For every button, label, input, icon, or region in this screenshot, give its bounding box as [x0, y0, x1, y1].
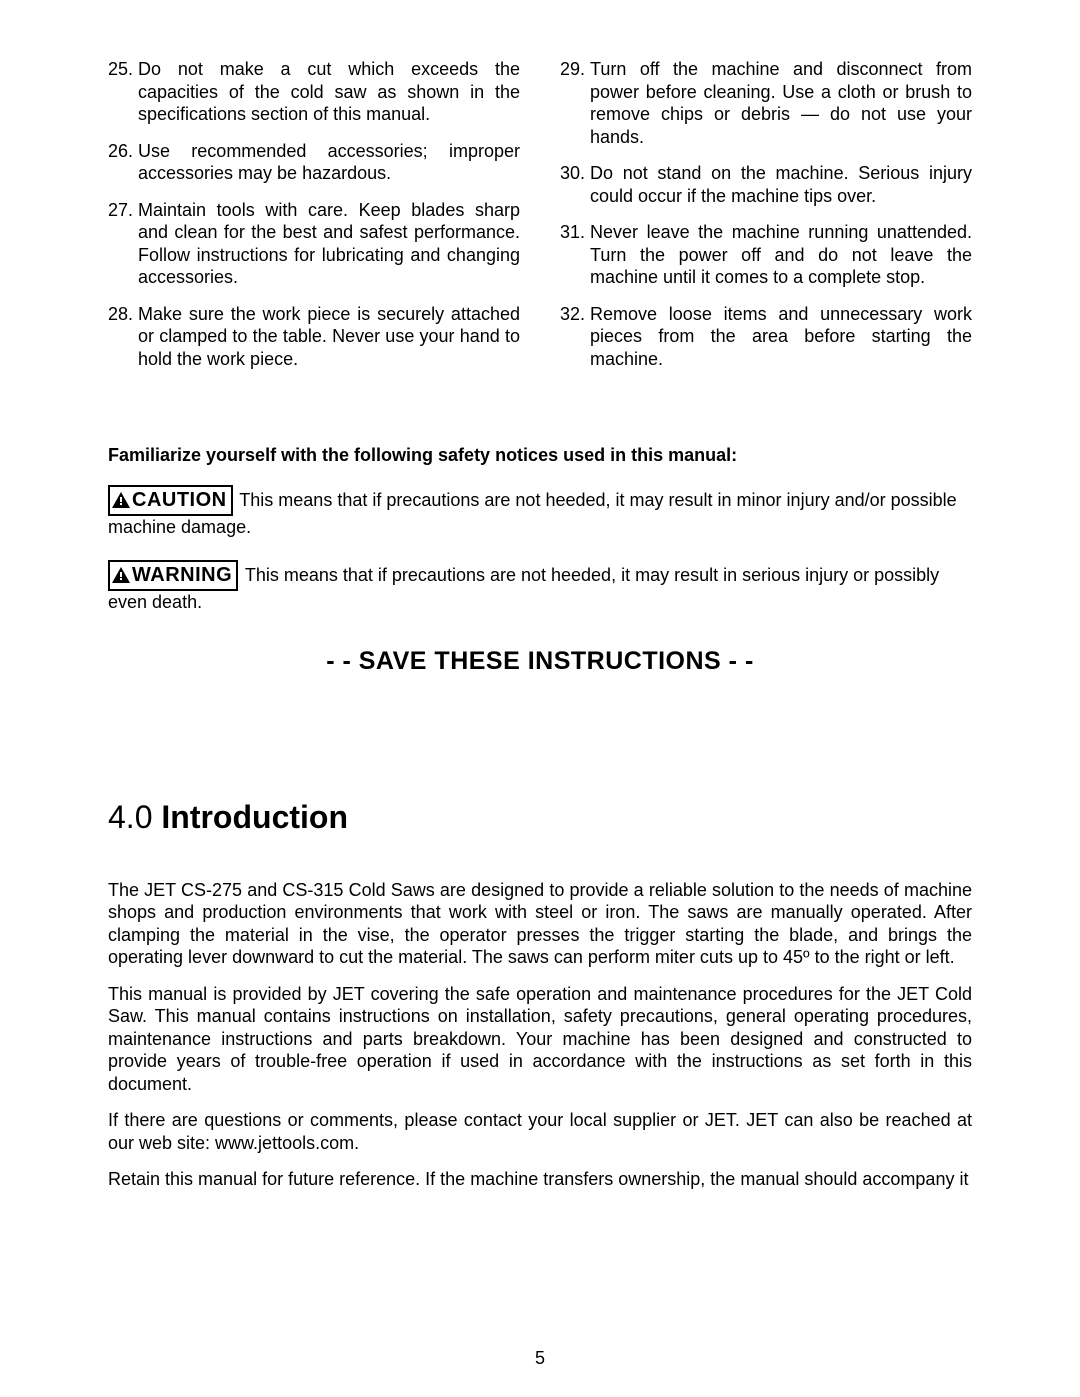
- list-item-number: 26.: [108, 140, 138, 185]
- caution-notice: CAUTION This means that if precautions a…: [108, 485, 972, 539]
- list-item-number: 28.: [108, 303, 138, 371]
- numbered-list-columns: 25.Do not make a cut which exceeds the c…: [108, 58, 972, 384]
- list-item-number: 31.: [560, 221, 590, 289]
- paragraph: This manual is provided by JET covering …: [108, 983, 972, 1096]
- list-item-text: Use recommended accessories; improper ac…: [138, 140, 520, 185]
- save-instructions-heading: - - SAVE THESE INSTRUCTIONS - -: [108, 646, 972, 677]
- list-item-number: 25.: [108, 58, 138, 126]
- intro-body: The JET CS-275 and CS-315 Cold Saws are …: [108, 879, 972, 1191]
- left-column: 25.Do not make a cut which exceeds the c…: [108, 58, 520, 384]
- warning-triangle-icon: [112, 492, 130, 508]
- paragraph: Retain this manual for future reference.…: [108, 1168, 972, 1191]
- list-item-number: 30.: [560, 162, 590, 207]
- caution-label: CAUTION: [108, 485, 233, 516]
- list-item: 27.Maintain tools with care. Keep blades…: [108, 199, 520, 289]
- list-item-text: Never leave the machine running unattend…: [590, 221, 972, 289]
- list-item-number: 29.: [560, 58, 590, 148]
- right-column: 29.Turn off the machine and disconnect f…: [560, 58, 972, 384]
- manual-page: 25.Do not make a cut which exceeds the c…: [0, 0, 1080, 1397]
- list-item: 25.Do not make a cut which exceeds the c…: [108, 58, 520, 126]
- list-item: 29.Turn off the machine and disconnect f…: [560, 58, 972, 148]
- list-item-text: Make sure the work piece is securely att…: [138, 303, 520, 371]
- list-item-text: Turn off the machine and disconnect from…: [590, 58, 972, 148]
- page-number: 5: [0, 1347, 1080, 1370]
- warning-label-text: WARNING: [132, 564, 232, 586]
- list-item: 28.Make sure the work piece is securely …: [108, 303, 520, 371]
- caution-text: This means that if precautions are not h…: [108, 490, 957, 537]
- list-item-text: Do not stand on the machine. Serious inj…: [590, 162, 972, 207]
- warning-triangle-icon: [112, 567, 130, 583]
- list-item: 26.Use recommended accessories; improper…: [108, 140, 520, 185]
- familiarize-heading: Familiarize yourself with the following …: [108, 444, 972, 467]
- section-heading: 4.0 Introduction: [108, 797, 972, 837]
- list-item-number: 32.: [560, 303, 590, 371]
- section-title: Introduction: [161, 799, 348, 835]
- paragraph: If there are questions or comments, plea…: [108, 1109, 972, 1154]
- list-item: 30.Do not stand on the machine. Serious …: [560, 162, 972, 207]
- list-item-text: Remove loose items and unnecessary work …: [590, 303, 972, 371]
- list-item: 32.Remove loose items and unnecessary wo…: [560, 303, 972, 371]
- warning-notice: WARNING This means that if precautions a…: [108, 560, 972, 614]
- caution-label-text: CAUTION: [132, 489, 227, 511]
- list-item-number: 27.: [108, 199, 138, 289]
- list-item-text: Maintain tools with care. Keep blades sh…: [138, 199, 520, 289]
- list-item: 31.Never leave the machine running unatt…: [560, 221, 972, 289]
- paragraph: The JET CS-275 and CS-315 Cold Saws are …: [108, 879, 972, 969]
- section-number: 4.0: [108, 799, 152, 835]
- warning-label: WARNING: [108, 560, 238, 591]
- list-item-text: Do not make a cut which exceeds the capa…: [138, 58, 520, 126]
